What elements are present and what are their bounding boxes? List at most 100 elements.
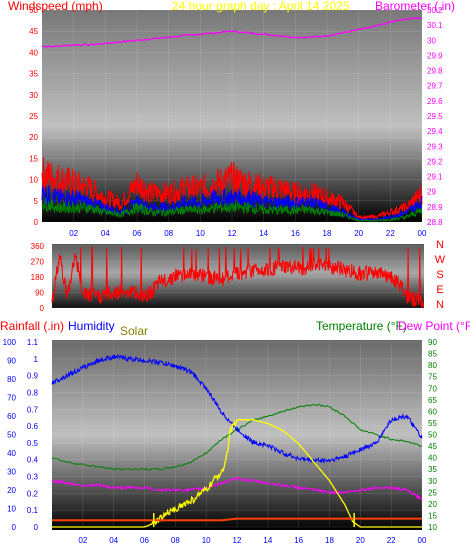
temperature-tick-label: 25 bbox=[428, 488, 437, 497]
barometer-tick-label: 29.9 bbox=[427, 51, 443, 60]
barometer-tick-label: 29.6 bbox=[427, 97, 443, 106]
windspeed-tick-label: 10 bbox=[29, 176, 38, 185]
chart-title: 24 hour graph day : April 14 2025 bbox=[172, 0, 350, 13]
direction-tick-label: 0 bbox=[40, 304, 45, 313]
rainfall-tick-label: 0.3 bbox=[27, 473, 39, 482]
wind-direction-line bbox=[51, 245, 424, 309]
barometer-tick-label: 29.4 bbox=[427, 127, 443, 136]
humidity-tick-label: 80 bbox=[7, 375, 16, 384]
rainfall-tick-label: 0.1 bbox=[27, 506, 39, 515]
bottom-hour-tick-label: 02 bbox=[78, 536, 87, 545]
wind-average-line bbox=[41, 197, 423, 222]
windspeed-tick-label: 0 bbox=[34, 218, 39, 227]
bottom-hour-tick-label: 16 bbox=[294, 536, 303, 545]
temperature-tick-label: 65 bbox=[428, 396, 437, 405]
compass-label: N bbox=[436, 299, 444, 311]
temperature-tick-label: 35 bbox=[428, 465, 437, 474]
temperature-tick-label: 85 bbox=[428, 350, 437, 359]
humidity-tick-label: 0 bbox=[12, 523, 17, 532]
windspeed-tick-label: 15 bbox=[29, 154, 38, 163]
temperature-tick-label: 40 bbox=[428, 454, 437, 463]
humidity-axis-title: Humidity bbox=[68, 319, 115, 333]
barometer-tick-label: 29.7 bbox=[427, 82, 443, 91]
windspeed-tick-label: 30 bbox=[29, 91, 38, 100]
temperature-axis-title: Temperature (°F) bbox=[316, 319, 407, 333]
humidity-tick-label: 20 bbox=[7, 486, 16, 495]
humidity-tick-label: 50 bbox=[7, 431, 16, 440]
wind-hour-tick-label: 08 bbox=[164, 229, 173, 238]
wind-hour-tick-label: 02 bbox=[69, 229, 78, 238]
barometer-tick-label: 29.2 bbox=[427, 157, 443, 166]
rainfall-tick-label: 0.6 bbox=[27, 422, 39, 431]
temperature-tick-label: 90 bbox=[428, 338, 437, 347]
series-layer bbox=[41, 17, 424, 528]
rainfall-tick-label: 0.5 bbox=[27, 439, 39, 448]
temperature-tick-label: 45 bbox=[428, 442, 437, 451]
windspeed-axis-title: Windspeed (mph) bbox=[8, 0, 103, 13]
barometer-tick-label: 29.1 bbox=[427, 173, 443, 182]
wind-hour-tick-label: 04 bbox=[101, 229, 110, 238]
bottom-hour-tick-label: 22 bbox=[387, 536, 396, 545]
bottom-hour-tick-label: 12 bbox=[233, 536, 242, 545]
wind-hour-tick-label: 22 bbox=[386, 229, 395, 238]
humidity-tick-label: 90 bbox=[7, 357, 16, 366]
windspeed-tick-label: 50 bbox=[29, 6, 38, 15]
barometer-tick-label: 29 bbox=[427, 188, 436, 197]
wind-hour-tick-label: 06 bbox=[133, 229, 142, 238]
wind-hour-tick-label: 00 bbox=[418, 229, 427, 238]
barometer-tick-label: 30 bbox=[427, 36, 436, 45]
bottom-hour-tick-label: 20 bbox=[356, 536, 365, 545]
rainfall-tick-label: 0.8 bbox=[27, 388, 39, 397]
bottom-hour-tick-label: 14 bbox=[263, 536, 272, 545]
barometer-tick-label: 29.3 bbox=[427, 142, 443, 151]
humidity-tick-label: 40 bbox=[7, 449, 16, 458]
rainfall-tick-label: 0.9 bbox=[27, 372, 39, 381]
barometer-line bbox=[41, 17, 423, 48]
barometer-tick-label: 30.2 bbox=[427, 6, 443, 15]
rainfall-axis-title: Rainfall (.in) bbox=[0, 319, 65, 333]
rainfall-tick-label: 0.4 bbox=[27, 456, 39, 465]
wind-hour-tick-label: 16 bbox=[291, 229, 300, 238]
humidity-line bbox=[51, 353, 423, 464]
temperature-tick-label: 15 bbox=[428, 511, 437, 520]
direction-tick-label: 360 bbox=[31, 242, 45, 251]
temperature-tick-label: 75 bbox=[428, 373, 437, 382]
solar-axis-title: Solar bbox=[120, 324, 149, 338]
windspeed-tick-label: 25 bbox=[29, 112, 38, 121]
temperature-tick-label: 80 bbox=[428, 361, 437, 370]
compass-label: E bbox=[436, 284, 443, 296]
temperature-tick-label: 10 bbox=[428, 523, 437, 532]
windspeed-tick-label: 45 bbox=[29, 27, 38, 36]
direction-tick-label: 90 bbox=[35, 289, 44, 298]
temperature-tick-label: 60 bbox=[428, 407, 437, 416]
temperature-tick-label: 30 bbox=[428, 477, 437, 486]
temperature-line bbox=[51, 403, 423, 471]
wind-hour-tick-label: 18 bbox=[323, 229, 332, 238]
barometer-tick-label: 28.9 bbox=[427, 203, 443, 212]
wind-hour-tick-label: 20 bbox=[354, 229, 363, 238]
direction-tick-label: 180 bbox=[31, 273, 45, 282]
barometer-axis-title: Barometer (.in) bbox=[375, 0, 456, 13]
rainfall-tick-label: 1.1 bbox=[27, 338, 39, 347]
direction-tick-label: 270 bbox=[31, 258, 45, 267]
compass-label: S bbox=[436, 269, 443, 281]
humidity-tick-label: 60 bbox=[7, 412, 16, 421]
barometer-tick-label: 29.5 bbox=[427, 112, 443, 121]
humidity-tick-label: 70 bbox=[7, 394, 16, 403]
wind-hour-tick-label: 14 bbox=[259, 229, 268, 238]
temperature-tick-label: 50 bbox=[428, 431, 437, 440]
solar-line bbox=[52, 419, 422, 528]
rainfall-tick-label: 0 bbox=[34, 523, 39, 532]
bottom-hour-tick-label: 10 bbox=[202, 536, 211, 545]
windspeed-tick-label: 35 bbox=[29, 70, 38, 79]
dewpoint-line bbox=[51, 476, 423, 501]
bottom-hour-tick-label: 04 bbox=[109, 536, 118, 545]
rainfall-tick-label: 0.7 bbox=[27, 405, 39, 414]
bottom-panel-background bbox=[52, 340, 422, 530]
dewpoint-axis-title: Dew Point (°F) bbox=[398, 319, 470, 333]
bottom-hour-tick-label: 00 bbox=[418, 536, 427, 545]
rainfall-tick-label: 1 bbox=[34, 355, 39, 364]
humidity-tick-label: 100 bbox=[3, 338, 17, 347]
wind-hour-tick-label: 10 bbox=[196, 229, 205, 238]
